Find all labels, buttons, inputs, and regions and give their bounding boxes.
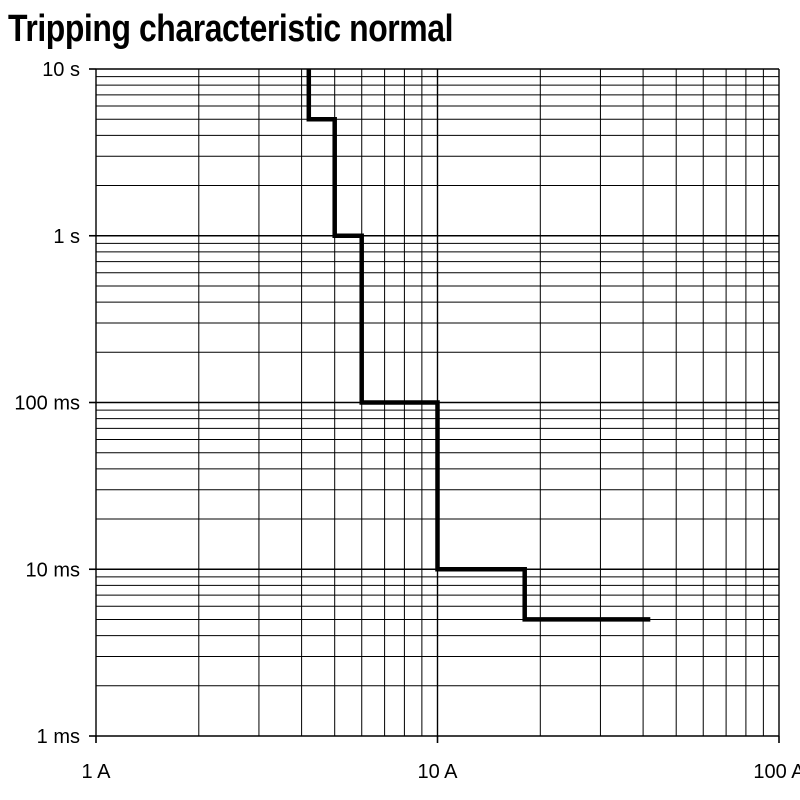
tick-marks [89,68,780,743]
x-tick-label: 10 A [417,761,458,783]
y-tick-label: 100 ms [14,393,80,415]
series-line-0 [306,69,651,622]
y-tick-label: 10 ms [26,559,80,581]
y-tick-label: 10 s [42,59,80,81]
x-tick-label: 1 A [82,761,112,783]
y-tick-label: 1 ms [37,726,80,748]
y-tick-label: 1 s [53,226,80,248]
x-tick-label: 100 A [753,761,800,783]
series-layer [306,69,651,622]
chart-title: Tripping characteristic normal [8,8,454,50]
tick-labels: 10 s 1 s 100 ms 10 ms 1 ms1 A 10 A 100 A [14,59,800,783]
